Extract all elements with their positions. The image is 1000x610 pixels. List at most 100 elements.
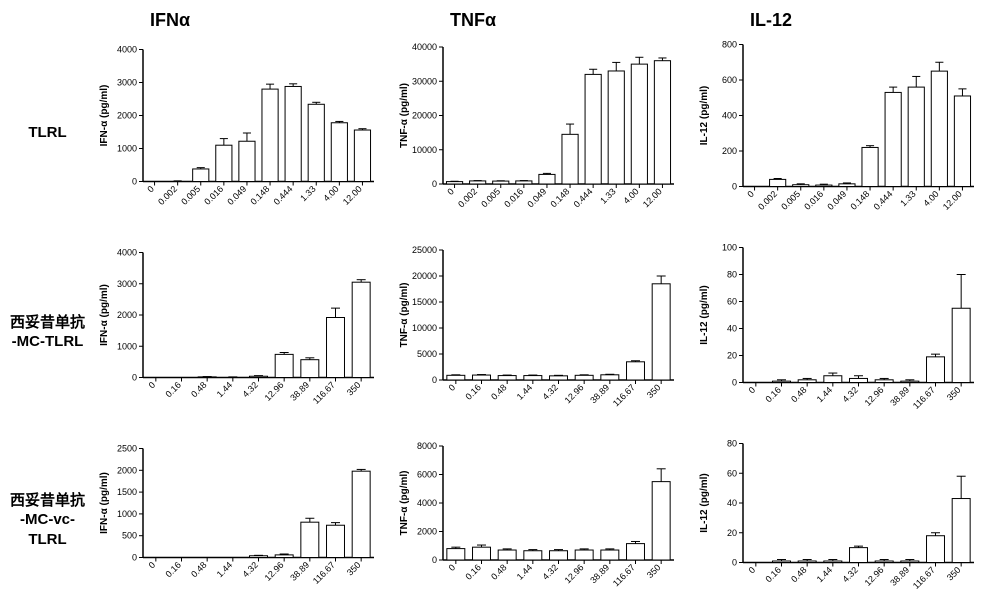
svg-text:40: 40 [727,498,737,508]
svg-text:0: 0 [432,555,437,565]
col-header-ifna: IFNα [90,10,390,31]
svg-text:0: 0 [432,375,437,385]
svg-text:2000: 2000 [117,111,137,121]
svg-text:4.32: 4.32 [240,380,259,399]
svg-text:0.16: 0.16 [463,382,482,401]
svg-text:4000: 4000 [417,498,437,508]
panel-1-0: 0100020003000400000.160.481.444.3212.963… [90,234,390,430]
svg-text:IL-12 (pg/ml): IL-12 (pg/ml) [699,86,710,145]
svg-text:4000: 4000 [117,45,137,55]
svg-text:1.44: 1.44 [515,562,534,581]
svg-text:38.89: 38.89 [588,562,611,585]
svg-text:20000: 20000 [412,111,437,121]
svg-text:12.96: 12.96 [563,382,586,405]
svg-text:40: 40 [727,324,737,334]
svg-text:1000: 1000 [117,509,137,519]
svg-text:0: 0 [132,177,137,187]
svg-text:0.48: 0.48 [789,385,808,404]
svg-text:12.00: 12.00 [941,189,964,212]
col-header-il12: IL-12 [690,10,990,31]
svg-text:38.89: 38.89 [588,382,611,405]
svg-text:0.444: 0.444 [872,189,895,212]
svg-text:0.48: 0.48 [189,380,208,399]
svg-text:350: 350 [345,560,363,578]
svg-text:116.67: 116.67 [611,382,637,408]
svg-text:20000: 20000 [412,271,437,281]
svg-text:0.016: 0.016 [202,184,225,207]
row-label-2: 西妥昔单抗 -MC-vc-TLRL [10,430,90,610]
svg-text:600: 600 [722,75,737,85]
chart-0-0: 0100020003000400000.0020.0050.0160.0490.… [95,36,380,229]
panel-0-1: 01000020000300004000000.0020.0050.0160.0… [390,31,690,234]
svg-text:116.67: 116.67 [311,560,337,586]
svg-text:0.016: 0.016 [802,189,825,212]
svg-text:0: 0 [432,179,437,189]
svg-text:1.33: 1.33 [298,184,317,203]
svg-text:12.96: 12.96 [263,380,286,403]
svg-text:80: 80 [727,270,737,280]
svg-text:20: 20 [727,528,737,538]
svg-text:0.16: 0.16 [763,565,782,584]
svg-text:0.002: 0.002 [756,189,779,212]
svg-text:350: 350 [345,380,363,398]
svg-text:4.00: 4.00 [621,186,640,205]
svg-text:12.96: 12.96 [863,385,886,408]
svg-text:0.48: 0.48 [789,565,808,584]
svg-text:1.44: 1.44 [815,385,834,404]
svg-text:100: 100 [722,243,737,253]
corner-spacer [10,10,90,31]
svg-text:116.67: 116.67 [611,562,637,588]
svg-text:38.89: 38.89 [888,565,911,588]
svg-text:4.32: 4.32 [540,562,559,581]
svg-text:80: 80 [727,439,737,449]
svg-text:0.48: 0.48 [189,560,208,579]
svg-text:30000: 30000 [412,76,437,86]
svg-text:0.16: 0.16 [463,562,482,581]
svg-text:0: 0 [732,558,737,568]
svg-text:1.44: 1.44 [815,565,834,584]
panel-0-0: 0100020003000400000.0020.0050.0160.0490.… [90,31,390,234]
chart-2-2: 02040608000.160.481.444.3212.9638.89116.… [695,435,980,605]
svg-text:116.67: 116.67 [911,385,937,411]
panel-2-2: 02040608000.160.481.444.3212.9638.89116.… [690,430,990,610]
svg-text:60: 60 [727,297,737,307]
panel-0-2: 020040060080000.0020.0050.0160.0490.1480… [690,31,990,234]
row-label-1: 西妥昔单抗 -MC-TLRL [10,234,90,430]
svg-text:0: 0 [732,182,737,192]
svg-text:38.89: 38.89 [288,380,311,403]
svg-text:800: 800 [722,40,737,50]
panel-1-2: 02040608010000.160.481.444.3212.9638.891… [690,234,990,430]
svg-text:0.148: 0.148 [548,186,571,209]
svg-text:0.148: 0.148 [848,189,871,212]
svg-text:0.002: 0.002 [156,184,179,207]
svg-text:0: 0 [132,553,137,563]
svg-text:12.00: 12.00 [341,184,364,207]
svg-text:4.32: 4.32 [540,382,559,401]
svg-text:0.005: 0.005 [479,186,502,209]
svg-text:12.96: 12.96 [263,560,286,583]
svg-text:200: 200 [722,146,737,156]
svg-text:2000: 2000 [117,310,137,320]
svg-text:0.049: 0.049 [225,184,248,207]
panel-2-0: 0500100015002000250000.160.481.444.3212.… [90,430,390,610]
svg-text:1.44: 1.44 [515,382,534,401]
svg-text:38.89: 38.89 [288,560,311,583]
svg-text:350: 350 [945,565,963,583]
svg-text:2000: 2000 [117,465,137,475]
svg-text:10000: 10000 [412,323,437,333]
svg-text:10000: 10000 [412,145,437,155]
svg-text:1.33: 1.33 [898,189,917,208]
svg-text:0.049: 0.049 [525,186,548,209]
svg-text:60: 60 [727,468,737,478]
svg-text:0.16: 0.16 [163,560,182,579]
svg-text:25000: 25000 [412,245,437,255]
chart-1-1: 050001000015000200002500000.160.481.444.… [395,239,680,425]
svg-text:0.148: 0.148 [248,184,271,207]
svg-text:0.48: 0.48 [489,382,508,401]
svg-text:40000: 40000 [412,42,437,52]
svg-text:0.005: 0.005 [779,189,802,212]
svg-text:1.33: 1.33 [598,186,617,205]
svg-text:12.96: 12.96 [863,565,886,588]
svg-text:400: 400 [722,111,737,121]
svg-text:0: 0 [732,378,737,388]
